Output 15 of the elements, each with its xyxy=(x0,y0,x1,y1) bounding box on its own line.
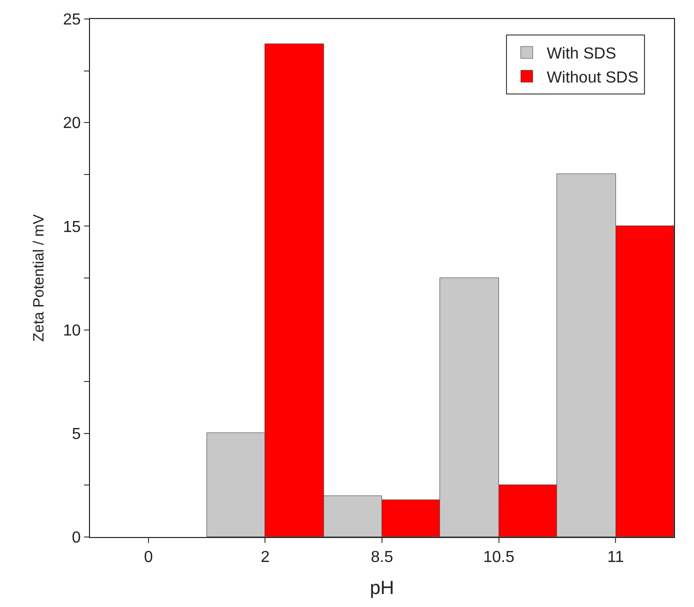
x-tick-label: 8.5 xyxy=(370,549,394,566)
y-tick-label: 15 xyxy=(63,218,81,236)
x-tick-label: 0 xyxy=(144,549,153,566)
y-tick-label: 10 xyxy=(63,322,81,340)
legend-label: With SDS xyxy=(546,46,616,63)
x-tick-label: 2 xyxy=(260,549,270,566)
x-axis-title: pH xyxy=(370,578,394,599)
y-tick-label: 20 xyxy=(63,115,81,132)
legend-label: Without SDS xyxy=(546,69,638,86)
x-tick-label: 10.5 xyxy=(483,549,514,566)
y-tick-label: 25 xyxy=(63,12,81,29)
x-tick-label: 11 xyxy=(607,549,624,566)
y-axis-title: Zeta Potential / mV xyxy=(30,214,48,342)
y-tick-label: 0 xyxy=(72,530,81,547)
y-tick-label: 5 xyxy=(72,426,81,443)
